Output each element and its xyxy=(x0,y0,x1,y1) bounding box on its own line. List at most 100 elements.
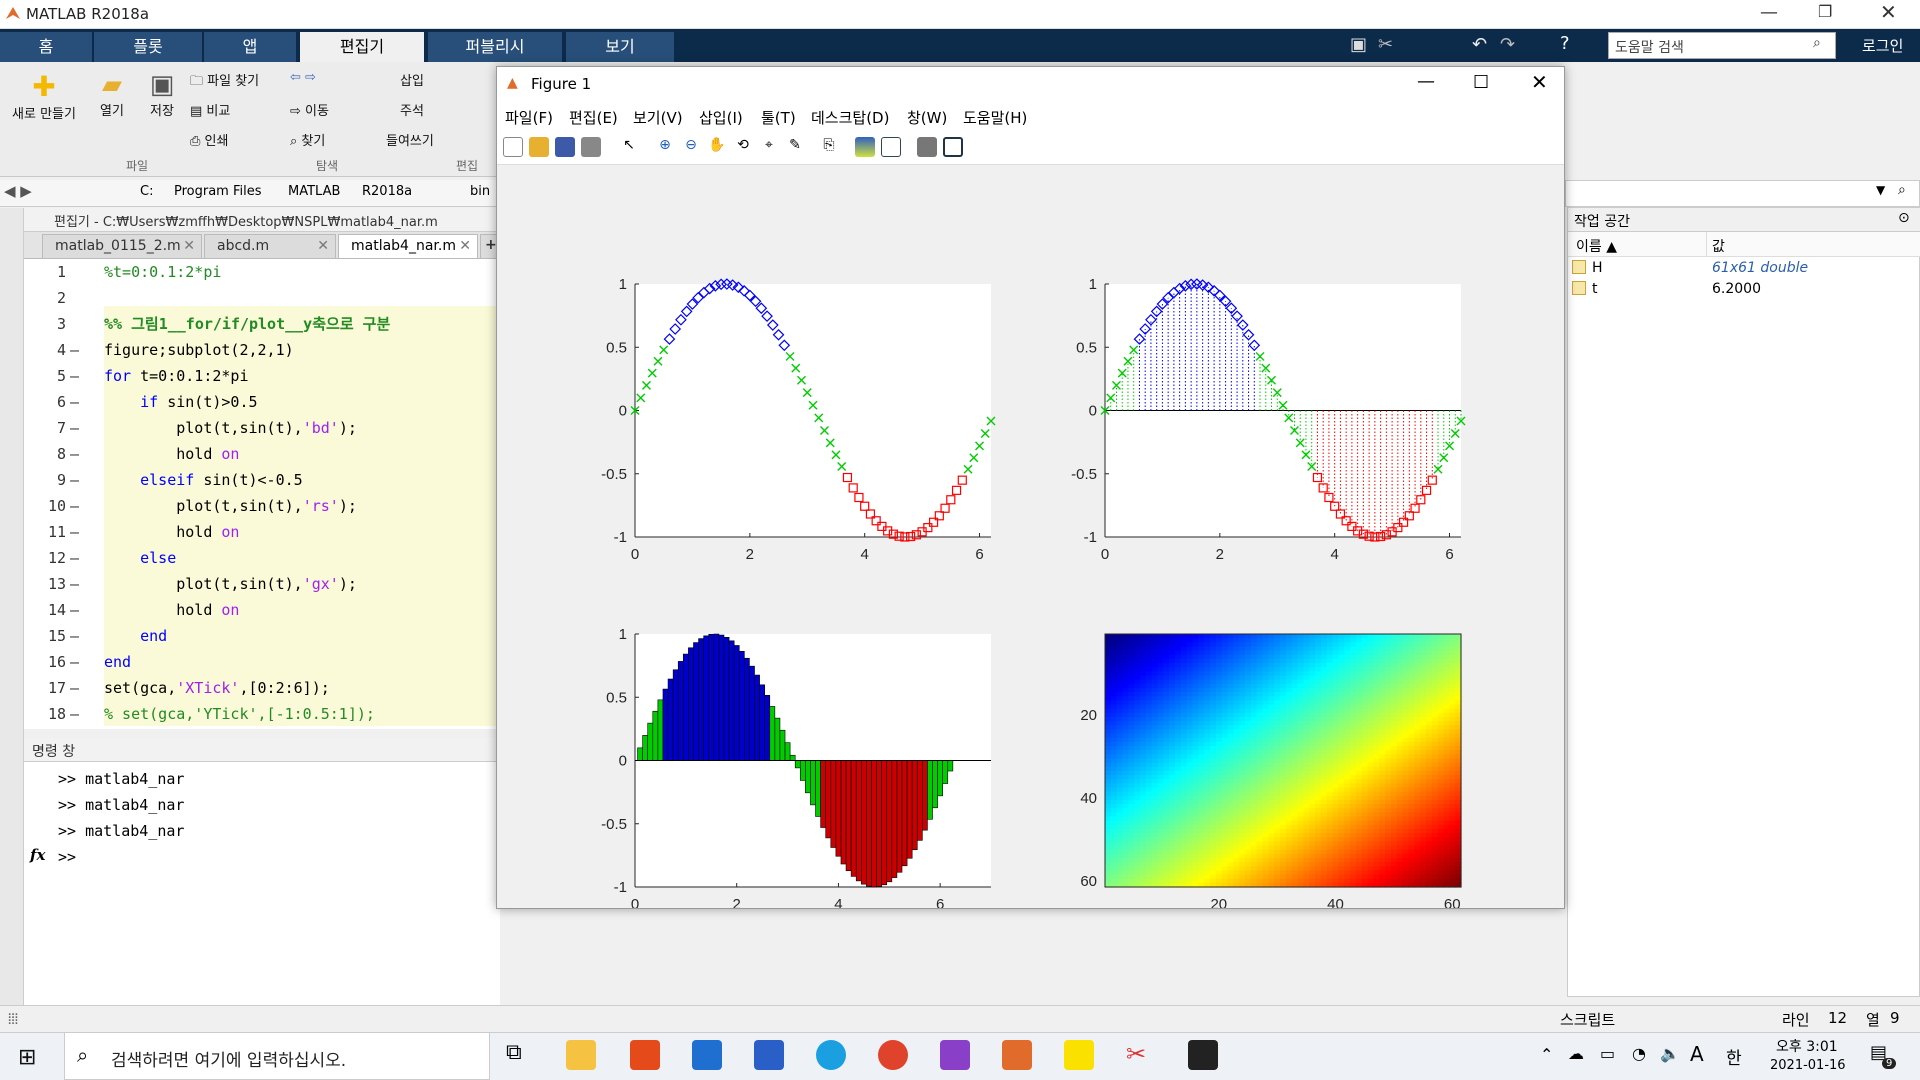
tab-home[interactable]: 홈 xyxy=(0,32,92,62)
clock-time[interactable]: 오후 3:01 xyxy=(1776,1039,1838,1055)
nav-back-icon[interactable]: ◀ ▶ xyxy=(4,182,32,200)
onedrive-icon[interactable]: ☁ xyxy=(1568,1044,1584,1063)
folder-path-dropdown[interactable]: ▼ ⌕ xyxy=(1565,180,1920,207)
notification-icon[interactable]: ▤ xyxy=(1870,1042,1888,1063)
path-crumb-bin[interactable]: bin xyxy=(470,184,491,199)
redo-icon[interactable]: ↷ xyxy=(1500,34,1516,55)
menu-desktop[interactable]: 데스크탑(D) xyxy=(811,109,890,127)
code-line[interactable]: 3%% 그림1__for/if/plot__y축으로 구분 xyxy=(24,311,500,337)
file-tab[interactable]: abcd.m ✕ xyxy=(204,234,336,259)
breakpoint-gutter[interactable]: — xyxy=(70,523,80,541)
tray-chevron-icon[interactable]: ⌃ xyxy=(1540,1045,1554,1064)
workspace-row[interactable]: H 61x61 double xyxy=(1568,259,1920,279)
code-line[interactable]: 7— plot(t,sin(t),'bd'); xyxy=(24,415,500,441)
save-button[interactable]: ▣ 저장 xyxy=(144,70,180,119)
figure-window[interactable]: ▲ Figure 1 — ☐ ✕ 파일(F) 편집(E) 보기(V) 삽입(I)… xyxy=(496,66,1565,909)
close-icon[interactable]: ✕ xyxy=(459,238,471,254)
ime-indicator[interactable]: 한 xyxy=(1726,1049,1742,1069)
file-explorer-icon[interactable] xyxy=(566,1040,596,1070)
code-line[interactable]: 5— for t=0:0.1:2*pi xyxy=(24,363,500,389)
workspace-row[interactable]: t 6.2000 xyxy=(1568,280,1920,300)
chevron-down-icon[interactable]: ▼ xyxy=(1876,183,1886,197)
figure-plot-area[interactable]: 10.50-0.5-10 2 4 610.50-0.5-10 2 4 610.50-0.5-… xyxy=(497,165,1564,908)
menu-file[interactable]: 파일(F) xyxy=(505,109,553,127)
breakpoint-gutter[interactable]: — xyxy=(70,497,80,515)
code-line[interactable]: 15— end xyxy=(24,623,500,649)
code-line[interactable]: 6— if sin(t)>0.5 xyxy=(24,389,500,415)
restore-icon[interactable]: ❐ xyxy=(1818,2,1833,21)
minimize-icon[interactable]: — xyxy=(1417,71,1435,92)
code-line[interactable]: 16— end xyxy=(24,649,500,675)
col-name-header[interactable]: 이름 ▲ xyxy=(1576,239,1617,255)
hangul-app-icon[interactable] xyxy=(692,1040,722,1070)
undo-icon[interactable]: ↶ xyxy=(1472,34,1488,55)
breakpoint-gutter[interactable]: — xyxy=(70,445,80,463)
menu-window[interactable]: 창(W) xyxy=(907,109,948,127)
show-tools-icon[interactable] xyxy=(943,137,963,157)
brush-icon[interactable]: ✎ xyxy=(789,137,801,153)
taskbar-search-input[interactable]: ⌕ 검색하려면 여기에 입력하십시오. xyxy=(64,1032,490,1080)
code-line[interactable]: 18—% set(gca,'YTick',[-1:0.5:1]); xyxy=(24,701,500,727)
maximize-icon[interactable]: ☐ xyxy=(1473,72,1490,93)
print-button[interactable]: ⎙ 인쇄 xyxy=(190,130,228,149)
new-button[interactable]: ✚ 새로 만들기 xyxy=(12,70,76,122)
breakpoint-gutter[interactable]: — xyxy=(70,601,80,619)
tab-plots[interactable]: 플롯 xyxy=(94,32,202,62)
login-button[interactable]: 로그인 xyxy=(1862,37,1904,55)
breakpoint-gutter[interactable]: — xyxy=(70,575,80,593)
notes-app-icon[interactable] xyxy=(754,1040,784,1070)
kakaotalk-icon[interactable] xyxy=(1064,1040,1094,1070)
search-icon[interactable]: ⌕ xyxy=(1813,35,1821,51)
code-line[interactable]: 9— elseif sin(t)<-0.5 xyxy=(24,467,500,493)
zoom-out-icon[interactable]: ⊖ xyxy=(685,137,697,153)
hide-tools-icon[interactable] xyxy=(917,137,937,157)
code-line[interactable]: 11— hold on xyxy=(24,519,500,545)
legend-icon[interactable] xyxy=(881,137,901,157)
find-button[interactable]: ⌕ 찾기 xyxy=(290,130,325,149)
font-indicator[interactable]: A xyxy=(1690,1042,1704,1066)
menu-help[interactable]: 도움말(H) xyxy=(963,109,1028,127)
code-line[interactable]: 13— plot(t,sin(t),'gx'); xyxy=(24,571,500,597)
path-crumb-program-files[interactable]: Program Files xyxy=(174,184,262,199)
menu-tools[interactable]: 툴(T) xyxy=(761,109,796,127)
office-icon[interactable] xyxy=(630,1040,660,1070)
breakpoint-gutter[interactable]: — xyxy=(70,705,80,723)
data-cursor-icon[interactable]: ⌖ xyxy=(765,137,773,153)
close-icon[interactable]: ✕ xyxy=(1531,70,1548,94)
quick-access-icon[interactable]: ▣ xyxy=(1350,34,1368,55)
path-crumb-matlab[interactable]: MATLAB xyxy=(288,184,341,199)
breakpoint-gutter[interactable]: — xyxy=(70,627,80,645)
pan-icon[interactable]: ✋ xyxy=(708,137,726,153)
close-icon[interactable]: ✕ xyxy=(183,238,195,254)
compare-button[interactable]: ▤ 비교 xyxy=(190,100,230,119)
help-search-input[interactable]: 도움말 검색 ⌕ xyxy=(1608,32,1836,59)
matlab-taskbar-icon[interactable] xyxy=(1002,1040,1032,1070)
comment-button[interactable]: 주석 xyxy=(400,104,424,119)
new-figure-icon[interactable] xyxy=(503,137,523,157)
edge-icon[interactable] xyxy=(816,1040,846,1070)
zoom-in-icon[interactable]: ⊕ xyxy=(659,137,671,153)
link-plot-icon[interactable]: ⎘ xyxy=(823,137,835,153)
breakpoint-gutter[interactable]: — xyxy=(70,471,80,489)
tab-apps[interactable]: 앱 xyxy=(204,32,296,62)
code-line[interactable]: 2 xyxy=(24,285,500,311)
breakpoint-gutter[interactable]: — xyxy=(70,549,80,567)
breakpoint-gutter[interactable]: — xyxy=(70,653,80,671)
breakpoint-gutter[interactable]: — xyxy=(70,419,80,437)
panel-menu-icon[interactable]: ⊙ xyxy=(1898,210,1910,226)
path-crumb-r2018a[interactable]: R2018a xyxy=(362,184,413,199)
browse-search-icon[interactable]: ⌕ xyxy=(1898,182,1906,198)
command-prompt[interactable]: >> xyxy=(58,848,77,866)
pointer-icon[interactable]: ↖ xyxy=(623,137,635,153)
breakpoint-gutter[interactable]: — xyxy=(70,679,80,697)
goto-button[interactable]: ⇨ 이동 xyxy=(290,100,329,119)
indent-button[interactable]: 들여쓰기 xyxy=(386,134,434,149)
side-panel-strip[interactable] xyxy=(0,208,24,1018)
battery-icon[interactable]: ▭ xyxy=(1600,1044,1616,1063)
tab-publish[interactable]: 퍼블리시 xyxy=(428,32,562,62)
back-icon[interactable]: ⇦ ⇨ xyxy=(290,70,316,85)
volume-icon[interactable]: 🔈 xyxy=(1660,1044,1680,1063)
find-files-button[interactable]: 🗀 파일 찾기 xyxy=(190,70,259,94)
visual-studio-icon[interactable] xyxy=(940,1040,970,1070)
file-tab-active[interactable]: matlab4_nar.m ✕ xyxy=(338,234,478,259)
